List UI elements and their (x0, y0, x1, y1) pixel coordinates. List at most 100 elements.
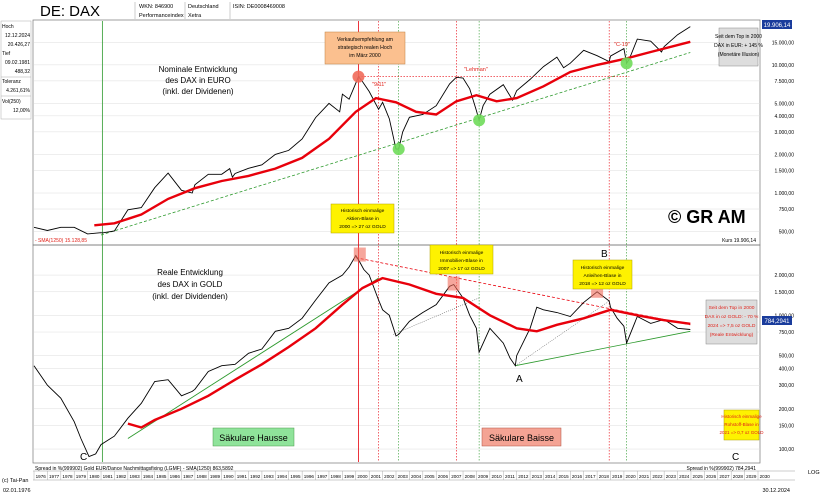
top-y-tick-label: 500,00 (779, 230, 795, 236)
top-title-line-1: Nominale Entwicklung (159, 65, 238, 74)
x-tick-label: 2028 (733, 474, 744, 479)
x-tick-label: 1992 (250, 474, 261, 479)
top-y-tick-label: 1.000,00 (775, 191, 795, 197)
bottom-y-tick-label: 100,00 (779, 447, 795, 453)
chart-title: DE: DAX (40, 3, 100, 20)
callout-2007: Historisch einmalige Immobilien-Blase in… (429, 244, 494, 275)
tief-date: 09.02.1981 (5, 60, 30, 66)
isin-label: ISIN: DE0008469008 (233, 4, 285, 10)
callout-2007-line-1: Historisch einmalige (440, 250, 484, 256)
callout-2018-line-1: Historisch einmalige (581, 265, 625, 271)
callout-bottom-2024-line-3: 2024 => 7,5 oz GOLD (708, 323, 756, 329)
top-dax-line (33, 26, 691, 235)
x-tick-label: 2011 (505, 474, 515, 479)
callout-2021: Historisch einmalige Rohstoff-Blase in 2… (719, 409, 764, 441)
x-tick-label: 2027 (719, 474, 730, 479)
bottom-panel-frame (32, 244, 761, 464)
x-tick-label: 2022 (652, 474, 663, 479)
current-value-bottom: 784,2941 (764, 319, 790, 325)
x-tick-label: 2018 (599, 474, 610, 479)
callout-2000-orange-line-2: strategisch realen Hoch (338, 45, 393, 51)
x-tick-label: 2030 (760, 474, 771, 479)
label-lehman: "Lehman" (464, 67, 488, 73)
bottom-hausse-trendline (127, 277, 379, 439)
x-tick-label: 2007 (451, 474, 462, 479)
callout-2000-yellow: Historisch einmalige Aktien-Blase in 200… (330, 203, 395, 234)
x-tick-label: 1983 (129, 474, 140, 479)
x-tick-label: 2012 (518, 474, 529, 479)
top-y-tick-label: 4.000,00 (775, 114, 795, 120)
callout-2000-orange-line-1: Verkaufsempfehlung am (337, 37, 393, 43)
info-panel: Hoch 12.12.2024 20.426,27 Tief 09.02.198… (0, 20, 32, 120)
label-baisse: Säkulare Baisse (489, 433, 554, 443)
top-y-tick-label: 2.000,00 (775, 152, 795, 158)
label-box-hausse: Säkulare Hausse (212, 427, 295, 447)
marked-point (620, 57, 633, 70)
label-a: A (516, 374, 523, 385)
x-tick-label: 2026 (706, 474, 717, 479)
wkn-label: WKN: 846900 (139, 4, 173, 10)
callout-bottom-2024-line-4: (Reale Entwicklung) (710, 332, 754, 338)
callout-2000-orange-line-3: im März 2000 (349, 53, 381, 59)
x-tick-label: 1987 (183, 474, 194, 479)
callout-bottom-2024-line-1: Seit dem Top in 2000 (709, 305, 755, 311)
callout-2018: Historisch einmalige Anleihen-Blase in 2… (572, 259, 633, 290)
x-tick-label: 1993 (264, 474, 275, 479)
callout-top-2024-line-2: DAX in EUR: + 145 % (714, 43, 763, 49)
exchange-label: Xetra (188, 13, 202, 19)
label-box-baisse: Säkulare Baisse (481, 427, 562, 447)
x-tick-label: 2004 (411, 474, 422, 479)
x-tick-label: 2020 (626, 474, 637, 479)
grid-layer (34, 42, 760, 450)
x-tick-label: 2015 (558, 474, 569, 479)
x-tick-label: 1984 (143, 474, 154, 479)
bottom-y-tick-label: 1.500,00 (775, 290, 795, 296)
top-trendline (100, 52, 691, 236)
label-c-left: C (80, 452, 87, 463)
bubble-highlight (447, 276, 460, 291)
current-value-badge-top: 19.906,14 (762, 20, 792, 29)
current-value-badge-bottom: 784,2941 (762, 316, 792, 325)
header-strip (0, 0, 820, 20)
top-y-tick-label: 1.500,00 (775, 168, 795, 174)
callout-2007-line-2: Immobilien-Blase in (440, 258, 483, 264)
x-tick-label: 2009 (478, 474, 489, 479)
top-panel-title: Nominale Entwicklung des DAX in EURO (in… (159, 65, 238, 96)
label-hausse: Säkulare Hausse (219, 433, 288, 443)
bottom-dotted-line (393, 297, 480, 335)
x-tick-label: 1979 (76, 474, 87, 479)
x-tick-label: 1994 (277, 474, 288, 479)
x-tick-label: 1990 (223, 474, 234, 479)
bottom-sma-line (127, 276, 691, 429)
x-tick-label: 2000 (357, 474, 368, 479)
x-tick-label: 1980 (89, 474, 100, 479)
callout-2000-yellow-line-3: 2000 => 27 oz GOLD (339, 224, 386, 230)
x-tick-label: 1977 (49, 474, 60, 479)
top-title-line-3: (inkl. der Dividenen) (162, 87, 233, 96)
x-tick-label: 2013 (532, 474, 543, 479)
label-c19: "C-19" (614, 42, 630, 48)
x-tick-label: 1989 (210, 474, 221, 479)
callout-2000-orange: Verkaufsempfehlung am strategisch realen… (324, 31, 406, 65)
label-c-right: C (732, 452, 739, 463)
x-tick-label: 2003 (398, 474, 409, 479)
top-y-tick-label: 3.000,00 (775, 130, 795, 136)
toleranz-value: 4.261,61% (6, 88, 30, 94)
top-title-line-2: des DAX in EURO (165, 76, 230, 85)
x-tick-label: 1996 (304, 474, 315, 479)
callout-2007-line-3: 2007 => 17 oz GOLD (438, 266, 485, 272)
bottom-y-tick-label: 500,00 (779, 354, 795, 360)
x-tick-label: 1997 (317, 474, 328, 479)
x-tick-label: 2029 (746, 474, 757, 479)
callout-2021-line-3: 2021 => 0,7 oz GOLD (719, 430, 764, 435)
bottom-title-line-1: Reale Entwicklung (157, 268, 223, 277)
bubble-highlight (353, 247, 366, 262)
x-tick-label: 2019 (612, 474, 623, 479)
callout-top-2024: Seit dem Top in 2000 DAX in EUR: + 145 %… (714, 27, 763, 67)
bottom-y-tick-label: 400,00 (779, 367, 795, 373)
callout-2000-yellow-line-1: Historisch einmalige (341, 208, 385, 214)
x-tick-label: 1998 (331, 474, 342, 479)
spread-label-left: Spread in %(999902) Gold EUR/Dance Nachm… (35, 466, 234, 472)
tief-label: Tief (2, 51, 11, 57)
bottom-a-b-line (515, 300, 610, 366)
